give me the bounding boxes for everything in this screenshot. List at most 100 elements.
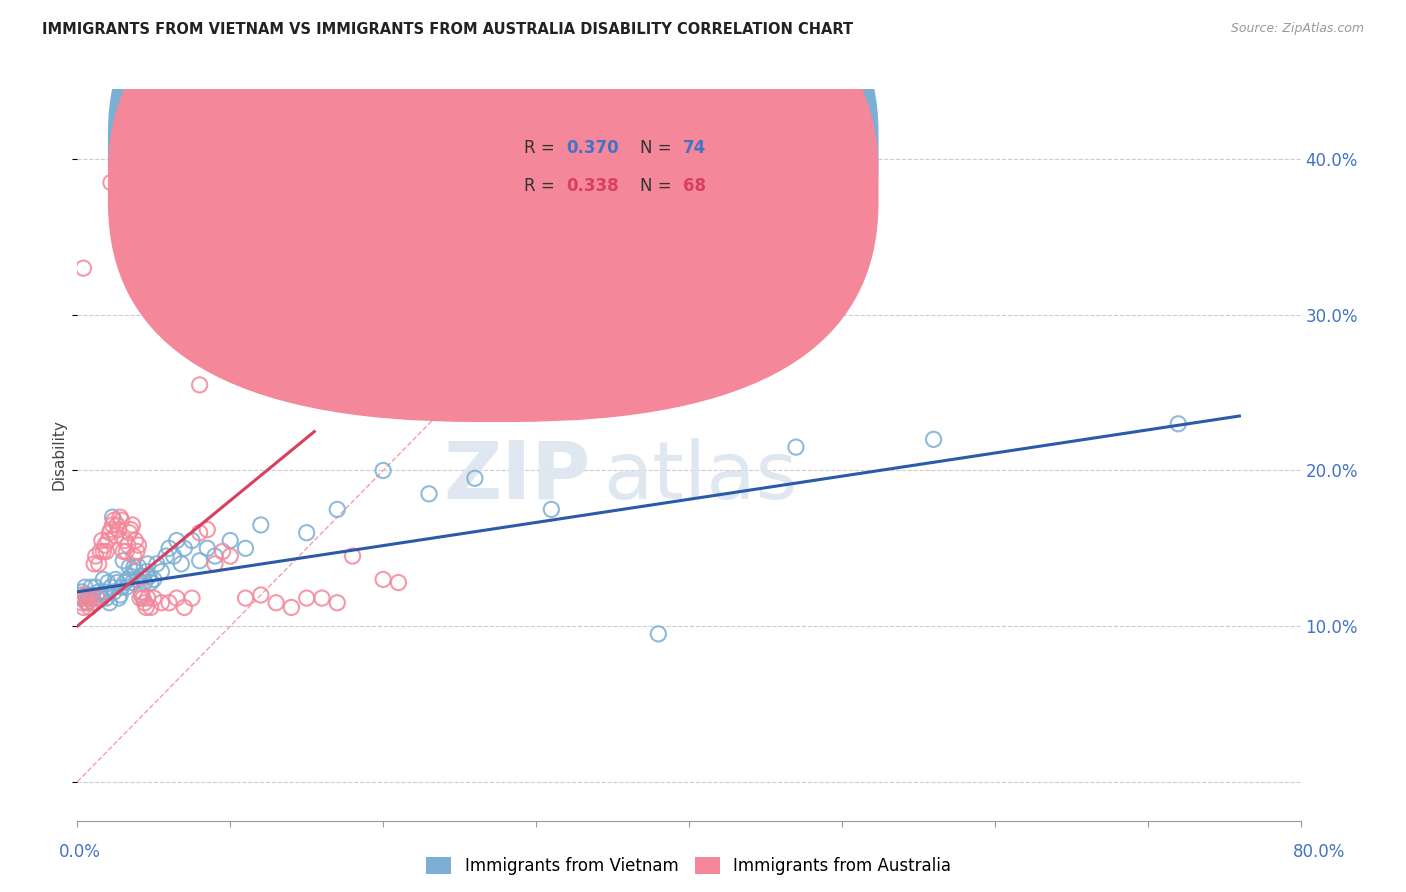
Point <box>79 600 101 615</box>
Point <box>77 588 100 602</box>
Point <box>295 525 318 540</box>
Point <box>101 510 124 524</box>
Point <box>157 596 180 610</box>
Point <box>70 596 93 610</box>
Text: R =: R = <box>524 139 560 157</box>
Point <box>311 591 333 606</box>
Point <box>195 523 218 537</box>
Text: R =: R = <box>524 178 560 195</box>
Text: 0.370: 0.370 <box>567 139 619 157</box>
Point <box>114 575 136 590</box>
Point <box>219 549 242 563</box>
Point <box>371 463 394 477</box>
Point <box>84 549 107 563</box>
Point <box>128 560 150 574</box>
Point <box>342 549 364 563</box>
Point <box>132 591 155 606</box>
Point <box>188 377 211 392</box>
Point <box>112 544 135 558</box>
Point <box>105 575 128 590</box>
Point <box>100 176 122 190</box>
Point <box>69 591 91 606</box>
Point <box>87 557 110 571</box>
Point <box>84 580 107 594</box>
Point <box>142 591 165 606</box>
Point <box>76 596 98 610</box>
Point <box>121 518 143 533</box>
Point <box>97 533 120 548</box>
Point <box>129 591 152 606</box>
Point <box>118 525 141 540</box>
Point <box>72 600 94 615</box>
Point <box>134 575 156 590</box>
Point <box>117 538 139 552</box>
Text: N =: N = <box>640 139 676 157</box>
Point <box>129 569 152 583</box>
Text: 0.0%: 0.0% <box>59 843 101 861</box>
Point <box>98 596 121 610</box>
Point <box>104 573 127 587</box>
Point <box>86 591 108 606</box>
Point <box>163 549 186 563</box>
Point <box>115 544 138 558</box>
Point <box>107 523 129 537</box>
Text: 74: 74 <box>683 139 706 157</box>
Point <box>115 580 138 594</box>
Point <box>122 549 145 563</box>
Point <box>100 580 122 594</box>
Point <box>72 591 94 606</box>
Point <box>204 549 226 563</box>
Point <box>73 580 96 594</box>
Point <box>73 588 96 602</box>
Point <box>815 293 838 307</box>
Point <box>264 596 287 610</box>
Point <box>134 596 156 610</box>
Point <box>72 261 94 276</box>
Point <box>211 544 233 558</box>
Point <box>131 588 153 602</box>
Point <box>77 596 100 610</box>
Point <box>250 588 273 602</box>
Text: 68: 68 <box>683 178 706 195</box>
Point <box>124 533 146 548</box>
Point <box>136 557 159 571</box>
Point <box>647 627 669 641</box>
Point <box>111 513 134 527</box>
Point <box>83 557 105 571</box>
Point <box>89 588 111 602</box>
Point <box>112 554 135 568</box>
Point <box>235 591 257 606</box>
Text: 80.0%: 80.0% <box>1292 843 1346 861</box>
Point <box>150 596 173 610</box>
Point <box>125 544 148 558</box>
Point <box>418 487 440 501</box>
Point <box>204 557 226 571</box>
Point <box>108 510 131 524</box>
Point <box>139 575 162 590</box>
Legend: Immigrants from Vietnam, Immigrants from Australia: Immigrants from Vietnam, Immigrants from… <box>420 850 957 882</box>
Point <box>79 591 101 606</box>
Point <box>138 569 160 583</box>
Point <box>125 573 148 587</box>
Point <box>82 596 104 610</box>
Point <box>181 533 204 548</box>
Text: ZIP: ZIP <box>444 438 591 516</box>
Point <box>118 560 141 574</box>
Point <box>157 541 180 556</box>
Point <box>135 565 157 579</box>
Point <box>103 513 125 527</box>
Point <box>76 591 98 606</box>
Text: N =: N = <box>640 178 676 195</box>
Point <box>97 575 120 590</box>
FancyBboxPatch shape <box>108 0 879 422</box>
Point <box>96 591 118 606</box>
Point <box>150 214 173 228</box>
Point <box>540 502 562 516</box>
Point <box>91 573 114 587</box>
Point <box>101 518 124 533</box>
Point <box>922 433 945 447</box>
Point <box>188 554 211 568</box>
Point <box>295 591 318 606</box>
Point <box>105 518 128 533</box>
Point <box>132 569 155 583</box>
